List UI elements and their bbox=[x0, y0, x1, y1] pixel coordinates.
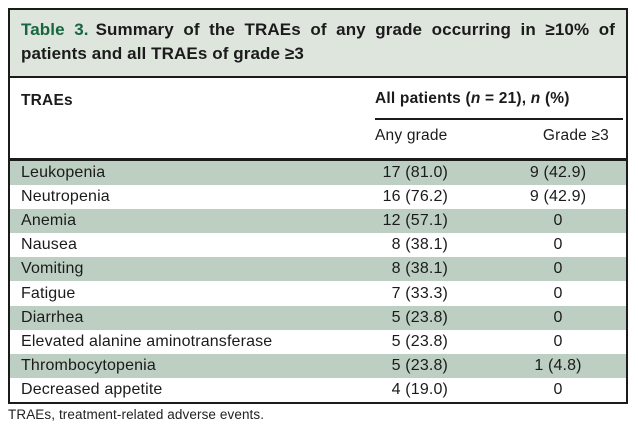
grade3-value: 0 bbox=[553, 308, 563, 326]
any-grade-value: 5 (23.8) bbox=[391, 356, 448, 374]
column-group-header: All patients (n = 21), n (%) bbox=[375, 90, 623, 120]
any-grade-value: 17 (81.0) bbox=[382, 164, 448, 182]
group-header-n2: n bbox=[530, 90, 541, 107]
trae-name: Fatigue bbox=[21, 284, 76, 302]
table-row: Thrombocytopenia 5 (23.8) 1 (4.8) bbox=[10, 353, 626, 378]
trae-name: Anemia bbox=[21, 212, 77, 230]
trae-name: Diarrhea bbox=[21, 308, 84, 326]
table-footnote: TRAEs, treatment-related adverse events. bbox=[8, 407, 265, 422]
table-row: Anemia 12 (57.1) 0 bbox=[10, 209, 626, 234]
trae-name: Decreased appetite bbox=[21, 380, 163, 398]
any-grade-value: 8 (38.1) bbox=[391, 260, 448, 278]
table-row: Leukopenia 17 (81.0) 9 (42.9) bbox=[10, 161, 626, 186]
grade3-value: 9 (42.9) bbox=[529, 188, 587, 206]
table-caption-text: Summary of the TRAEs of any grade occurr… bbox=[21, 20, 615, 64]
table-row: Fatigue 7 (33.3) 0 bbox=[10, 281, 626, 306]
table-row: Nausea 8 (38.1) 0 bbox=[10, 233, 626, 258]
trae-name: Nausea bbox=[21, 236, 78, 254]
column-header-any-grade: Any grade bbox=[375, 127, 448, 144]
grade3-value: 0 bbox=[553, 332, 563, 350]
table-row: Elevated alanine aminotransferase 5 (23.… bbox=[10, 329, 626, 354]
any-grade-value: 4 (19.0) bbox=[391, 380, 448, 398]
group-header-n1: n bbox=[470, 90, 481, 107]
grade3-value: 0 bbox=[553, 380, 563, 398]
table-header: TRAEs All patients (n = 21), n (%) Any g… bbox=[10, 78, 626, 161]
trae-name: Elevated alanine aminotransferase bbox=[21, 332, 273, 350]
any-grade-value: 5 (23.8) bbox=[391, 308, 448, 326]
table-row: Neutropenia 16 (76.2) 9 (42.9) bbox=[10, 185, 626, 210]
sub-header-row: Any grade Grade ≥3 bbox=[375, 120, 623, 145]
column-header-grade3: Grade ≥3 bbox=[542, 127, 609, 144]
group-header-part3: (%) bbox=[540, 90, 570, 107]
group-header-part1: All patients ( bbox=[375, 90, 471, 107]
grade3-value: 0 bbox=[553, 260, 563, 278]
patients-column-group: All patients (n = 21), n (%) Any grade G… bbox=[375, 78, 623, 158]
any-grade-value: 7 (33.3) bbox=[391, 284, 448, 302]
trae-name: Vomiting bbox=[21, 260, 84, 278]
any-grade-value: 12 (57.1) bbox=[382, 212, 448, 230]
table-caption: Table 3. Summary of the TRAEs of any grad… bbox=[10, 10, 626, 78]
grade3-value: 1 (4.8) bbox=[534, 356, 582, 374]
any-grade-value: 8 (38.1) bbox=[391, 236, 448, 254]
grade3-value: 0 bbox=[553, 236, 563, 254]
grade3-value: 9 (42.9) bbox=[529, 164, 587, 182]
grade3-value: 0 bbox=[553, 284, 563, 302]
table-caption-number: Table 3. bbox=[21, 20, 89, 39]
trae-name: Leukopenia bbox=[21, 164, 106, 182]
table-row: Vomiting 8 (38.1) 0 bbox=[10, 257, 626, 282]
table-row: Decreased appetite 4 (19.0) 0 bbox=[10, 377, 626, 402]
table-3: Table 3. Summary of the TRAEs of any grad… bbox=[8, 8, 628, 404]
table-row: Diarrhea 5 (23.8) 0 bbox=[10, 305, 626, 330]
any-grade-value: 5 (23.8) bbox=[391, 332, 448, 350]
trae-name: Thrombocytopenia bbox=[21, 356, 156, 374]
column-header-traes: TRAEs bbox=[21, 92, 73, 109]
trae-name: Neutropenia bbox=[21, 188, 110, 206]
grade3-value: 0 bbox=[553, 212, 563, 230]
group-header-part2: = 21), bbox=[480, 90, 531, 107]
table-rows: Leukopenia 17 (81.0) 9 (42.9) Neutropeni… bbox=[10, 161, 626, 402]
any-grade-value: 16 (76.2) bbox=[382, 188, 448, 206]
